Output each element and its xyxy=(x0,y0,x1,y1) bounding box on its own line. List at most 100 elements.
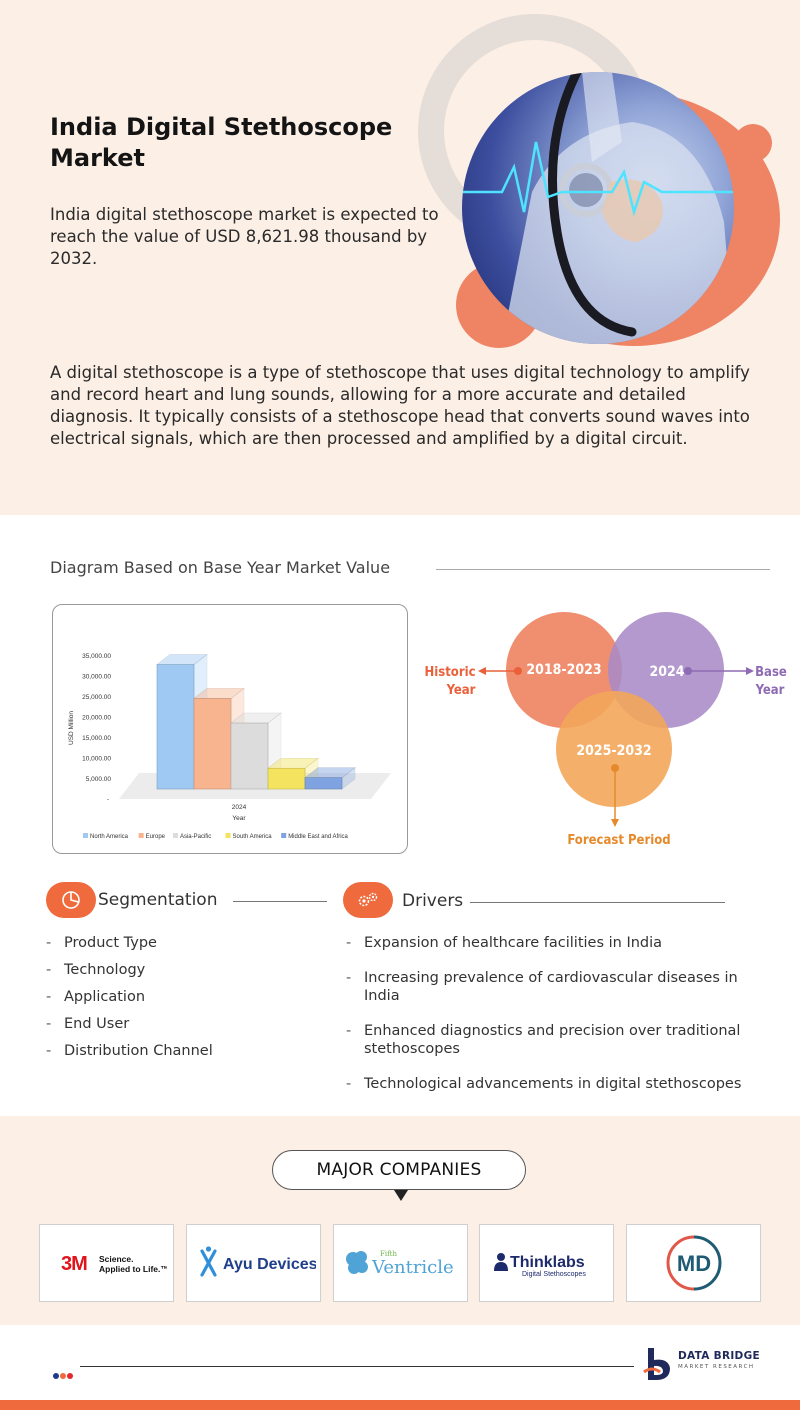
logo-md-text: MD xyxy=(676,1251,710,1276)
logo-md: MD xyxy=(626,1224,761,1302)
list-item: Technology xyxy=(46,961,213,979)
market-forecast-text: India digital stethoscope market is expe… xyxy=(50,205,439,268)
market-value-chart: 35,000.00 30,000.00 25,000.00 20,000.00 … xyxy=(52,604,408,854)
y-tick-label: 20,000.00 xyxy=(82,715,111,722)
arrow-left-icon xyxy=(478,667,486,675)
logo-fifth-text: Ventricle xyxy=(371,1257,454,1278)
logo-3m-tagline: Applied to Life.™ xyxy=(99,1264,167,1274)
brand-subtitle: MARKET RESEARCH xyxy=(678,1364,755,1370)
drivers-title: Drivers xyxy=(402,891,464,911)
base-label-1: Base xyxy=(755,665,787,680)
forecast-label: Forecast Period xyxy=(567,833,670,848)
diagram-title-rule xyxy=(436,569,770,570)
logo-fifth-small: Fifth xyxy=(380,1250,397,1258)
list-item: Application xyxy=(46,988,213,1006)
legend-label: Middle East and Africa xyxy=(288,834,348,840)
legend-swatch xyxy=(225,833,231,838)
logo-thinklabs-text: Thinklabs xyxy=(510,1254,585,1271)
timeline-venn-diagram: 2018-2023 2024 2025-2032 Historic Year B… xyxy=(416,604,800,864)
list-item: End User xyxy=(46,1015,213,1033)
bar-top xyxy=(193,688,245,699)
y-tick-label: 25,000.00 xyxy=(82,694,111,701)
y-tick-label: 30,000.00 xyxy=(82,674,111,681)
ayu-icon xyxy=(200,1249,217,1277)
legend-label: Asia-Pacific xyxy=(180,834,211,840)
logo-3m-tagline: Science. xyxy=(99,1254,134,1264)
pie-chart-icon xyxy=(46,882,96,918)
x-axis-label: Year xyxy=(232,815,246,822)
logo-thinklabs-sub: Digital Stethoscopes xyxy=(522,1271,586,1278)
list-item: Product Type xyxy=(46,934,213,952)
data-bridge-icon xyxy=(643,1348,670,1380)
arrow-right-icon xyxy=(746,667,754,675)
list-item: Enhanced diagnostics and precision over … xyxy=(346,1022,766,1058)
list-item: Distribution Channel xyxy=(46,1042,213,1060)
x-tick-label: 2024 xyxy=(232,804,247,811)
y-tick-label: 5,000.00 xyxy=(86,776,112,783)
bar xyxy=(230,722,269,790)
y-tick-label: - xyxy=(107,796,109,803)
companies-title: MAJOR COMPANIES xyxy=(272,1150,526,1190)
historic-label-1: Historic xyxy=(424,665,475,680)
bar-chart-3d: 35,000.00 30,000.00 25,000.00 20,000.00 … xyxy=(68,653,391,840)
arrow-down-icon xyxy=(611,819,619,827)
historic-circle-text: 2018-2023 xyxy=(526,662,601,678)
footer-rule xyxy=(80,1366,634,1367)
base-label-2: Year xyxy=(755,683,785,698)
legend-swatch xyxy=(83,833,88,838)
bar xyxy=(193,698,232,790)
bar-top xyxy=(230,712,282,724)
brand-name: DATA BRIDGE xyxy=(678,1350,760,1362)
bar-asia-pacific xyxy=(230,712,282,790)
logo-fifth-ventricle: Fifth Ventricle xyxy=(333,1224,468,1302)
y-axis-label: USD Million xyxy=(68,711,75,745)
bar xyxy=(267,767,306,790)
list-item: Expansion of healthcare facilities in In… xyxy=(346,934,766,952)
footer-dots xyxy=(53,1364,74,1383)
list-item: Increasing prevalence of cardiovascular … xyxy=(346,969,766,1005)
historic-label-2: Year xyxy=(446,683,476,698)
diagram-title: Diagram Based on Base Year Market Value xyxy=(50,558,395,577)
legend-swatch xyxy=(138,833,144,838)
ecg-line xyxy=(462,141,734,217)
segmentation-title: Segmentation xyxy=(98,890,218,910)
caret-down-icon xyxy=(394,1190,408,1201)
logo-ayu-text: Ayu Devices xyxy=(223,1256,316,1273)
drivers-list: Expansion of healthcare facilities in In… xyxy=(346,934,766,1110)
page-title: India Digital Stethoscope Market xyxy=(50,113,393,172)
logo-thinklabs: Thinklabs Digital Stethoscopes xyxy=(479,1224,614,1302)
logo-3m-mark: 3M xyxy=(61,1253,87,1275)
bar xyxy=(156,664,195,790)
segmentation-rule xyxy=(233,901,327,902)
legend-swatch xyxy=(172,833,178,838)
y-tick-labels: 35,000.00 30,000.00 25,000.00 20,000.00 … xyxy=(82,653,111,803)
decorative-dot xyxy=(734,124,772,162)
segmentation-list: Product Type Technology Application End … xyxy=(46,934,213,1069)
legend-swatch xyxy=(281,833,287,838)
base-circle-text: 2024 xyxy=(649,664,684,680)
y-tick-label: 10,000.00 xyxy=(82,756,111,763)
forecast-circle xyxy=(556,691,672,807)
footer-bar xyxy=(0,1400,800,1410)
bar xyxy=(304,777,343,790)
gears-icon xyxy=(343,882,393,918)
data-bridge-logo: DATA BRIDGE MARKET RESEARCH xyxy=(642,1346,762,1382)
hero-section: India Digital Stethoscope Market India d… xyxy=(0,0,800,515)
y-tick-label: 15,000.00 xyxy=(82,735,111,742)
bar-middle-east-and-africa xyxy=(304,767,356,790)
bar-top xyxy=(304,767,356,778)
legend-label: South America xyxy=(233,834,273,840)
chart-legend: North America Europe Asia-Pacific South Ame… xyxy=(83,833,349,840)
logo-ayu-devices: Ayu Devices xyxy=(186,1224,321,1302)
legend-label: North America xyxy=(90,834,129,840)
person-icon xyxy=(494,1253,508,1271)
logo-3m: 3M Science. Applied to Life.™ xyxy=(39,1224,174,1302)
drivers-rule xyxy=(470,902,725,903)
forecast-circle-text: 2025-2032 xyxy=(576,743,651,759)
brain-icon xyxy=(346,1251,368,1274)
bars-group xyxy=(156,653,356,790)
bar-top xyxy=(267,757,319,769)
doctor-stethoscope-image xyxy=(462,72,734,344)
y-tick-label: 35,000.00 xyxy=(82,653,111,660)
legend-label: Europe xyxy=(146,834,166,840)
